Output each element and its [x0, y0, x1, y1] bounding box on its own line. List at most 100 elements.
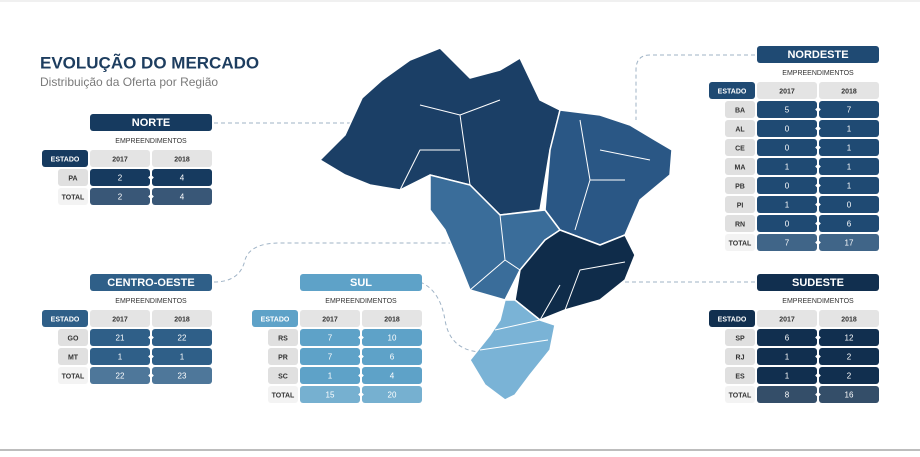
row-label: MA	[735, 164, 746, 171]
row-label: RN	[735, 221, 745, 228]
value-cell	[300, 348, 360, 365]
value-cell	[819, 386, 879, 403]
divider-diamond	[358, 391, 364, 398]
region-title: SUDESTE	[792, 277, 844, 289]
value: 6	[847, 220, 852, 229]
header-label: 2017	[322, 316, 338, 323]
value-cell	[819, 234, 879, 251]
value-cell	[757, 367, 817, 384]
value-cell	[362, 329, 422, 346]
row-label: PR	[278, 354, 288, 361]
value: 7	[785, 239, 790, 248]
value: 0	[785, 182, 790, 191]
header-cell	[152, 310, 212, 327]
header-label: ESTADO	[261, 316, 290, 323]
value: 22	[178, 334, 187, 343]
header-label: 2017	[112, 156, 128, 163]
header-cell	[252, 310, 298, 327]
value-cell	[90, 329, 150, 346]
row-label-cell	[725, 386, 755, 403]
value-cell	[152, 188, 212, 205]
connector	[213, 242, 450, 283]
divider-diamond	[148, 334, 154, 341]
row-label-cell	[725, 196, 755, 213]
value-cell	[819, 177, 879, 194]
row-label: RS	[278, 335, 288, 342]
region-title: NORTE	[132, 117, 171, 129]
row-label-cell	[725, 329, 755, 346]
header-cell	[757, 82, 817, 99]
value: 21	[116, 334, 125, 343]
map-sudeste	[514, 229, 636, 321]
header-cell	[42, 150, 88, 167]
caption: EMPREENDIMENTOS	[325, 298, 397, 305]
row-label-cell	[725, 348, 755, 365]
connectors	[213, 54, 755, 353]
border	[539, 261, 626, 321]
value-cell	[362, 348, 422, 365]
value-cell	[757, 177, 817, 194]
value: 1	[785, 353, 790, 362]
header-cell	[90, 150, 150, 167]
row-label-cell	[58, 348, 88, 365]
divider-diamond	[148, 372, 154, 379]
header-cell	[819, 310, 879, 327]
caption: EMPREENDIMENTOS	[115, 298, 187, 305]
row-label-cell	[725, 120, 755, 137]
value-cell	[819, 215, 879, 232]
row-label-cell	[725, 158, 755, 175]
divider-diamond	[815, 334, 821, 341]
border	[399, 99, 501, 191]
header-label: 2018	[174, 156, 190, 163]
header-label: 2018	[174, 316, 190, 323]
region-table: CENTRO-OESTE EMPREENDIMENTOS ESTADO 2017 201…	[42, 274, 212, 384]
header-cell	[152, 150, 212, 167]
row-label-cell	[725, 234, 755, 251]
row-label-cell	[268, 386, 298, 403]
row-label: PI	[737, 202, 744, 209]
region-title-bg	[300, 274, 422, 291]
divider-diamond	[148, 174, 154, 181]
border	[469, 214, 521, 291]
row-label: AL	[735, 126, 745, 133]
header-cell	[300, 310, 360, 327]
region-table: SUDESTE EMPREENDIMENTOS ESTADO 2017 2018 SP 6 1…	[709, 274, 879, 403]
header-label: ESTADO	[718, 88, 747, 95]
header-cell	[819, 82, 879, 99]
map-norte	[319, 47, 561, 216]
divider-diamond	[815, 201, 821, 208]
value-cell	[757, 139, 817, 156]
region-table: NORTE EMPREENDIMENTOS ESTADO 2017 2018 PA 2 4 TO…	[42, 114, 212, 205]
value: 2	[847, 353, 852, 362]
row-label: TOTAL	[729, 392, 752, 399]
value: 4	[180, 174, 185, 183]
divider-diamond	[358, 334, 364, 341]
value-cell	[90, 367, 150, 384]
row-label-cell	[725, 101, 755, 118]
region-title-bg	[757, 274, 879, 291]
header-label: 2017	[112, 316, 128, 323]
header-cell	[709, 310, 755, 327]
row-label-cell	[725, 367, 755, 384]
header-label: 2018	[841, 316, 857, 323]
border	[479, 319, 549, 351]
value-cell	[90, 188, 150, 205]
value: 1	[785, 163, 790, 172]
header-label: 2018	[384, 316, 400, 323]
value: 1	[847, 163, 852, 172]
value: 1	[847, 182, 852, 191]
caption: EMPREENDIMENTOS	[115, 138, 187, 145]
row-label-cell	[58, 367, 88, 384]
row-label-cell	[268, 367, 298, 384]
header-cell	[362, 310, 422, 327]
value-cell	[757, 215, 817, 232]
value-cell	[819, 196, 879, 213]
value-cell	[757, 158, 817, 175]
tables: NORTE EMPREENDIMENTOS ESTADO 2017 2018 PA 2 4 TO…	[42, 46, 879, 403]
header-label: ESTADO	[51, 156, 80, 163]
row-label: PA	[68, 175, 77, 182]
row-label-cell	[58, 329, 88, 346]
row-label-cell	[725, 139, 755, 156]
value: 0	[785, 125, 790, 134]
